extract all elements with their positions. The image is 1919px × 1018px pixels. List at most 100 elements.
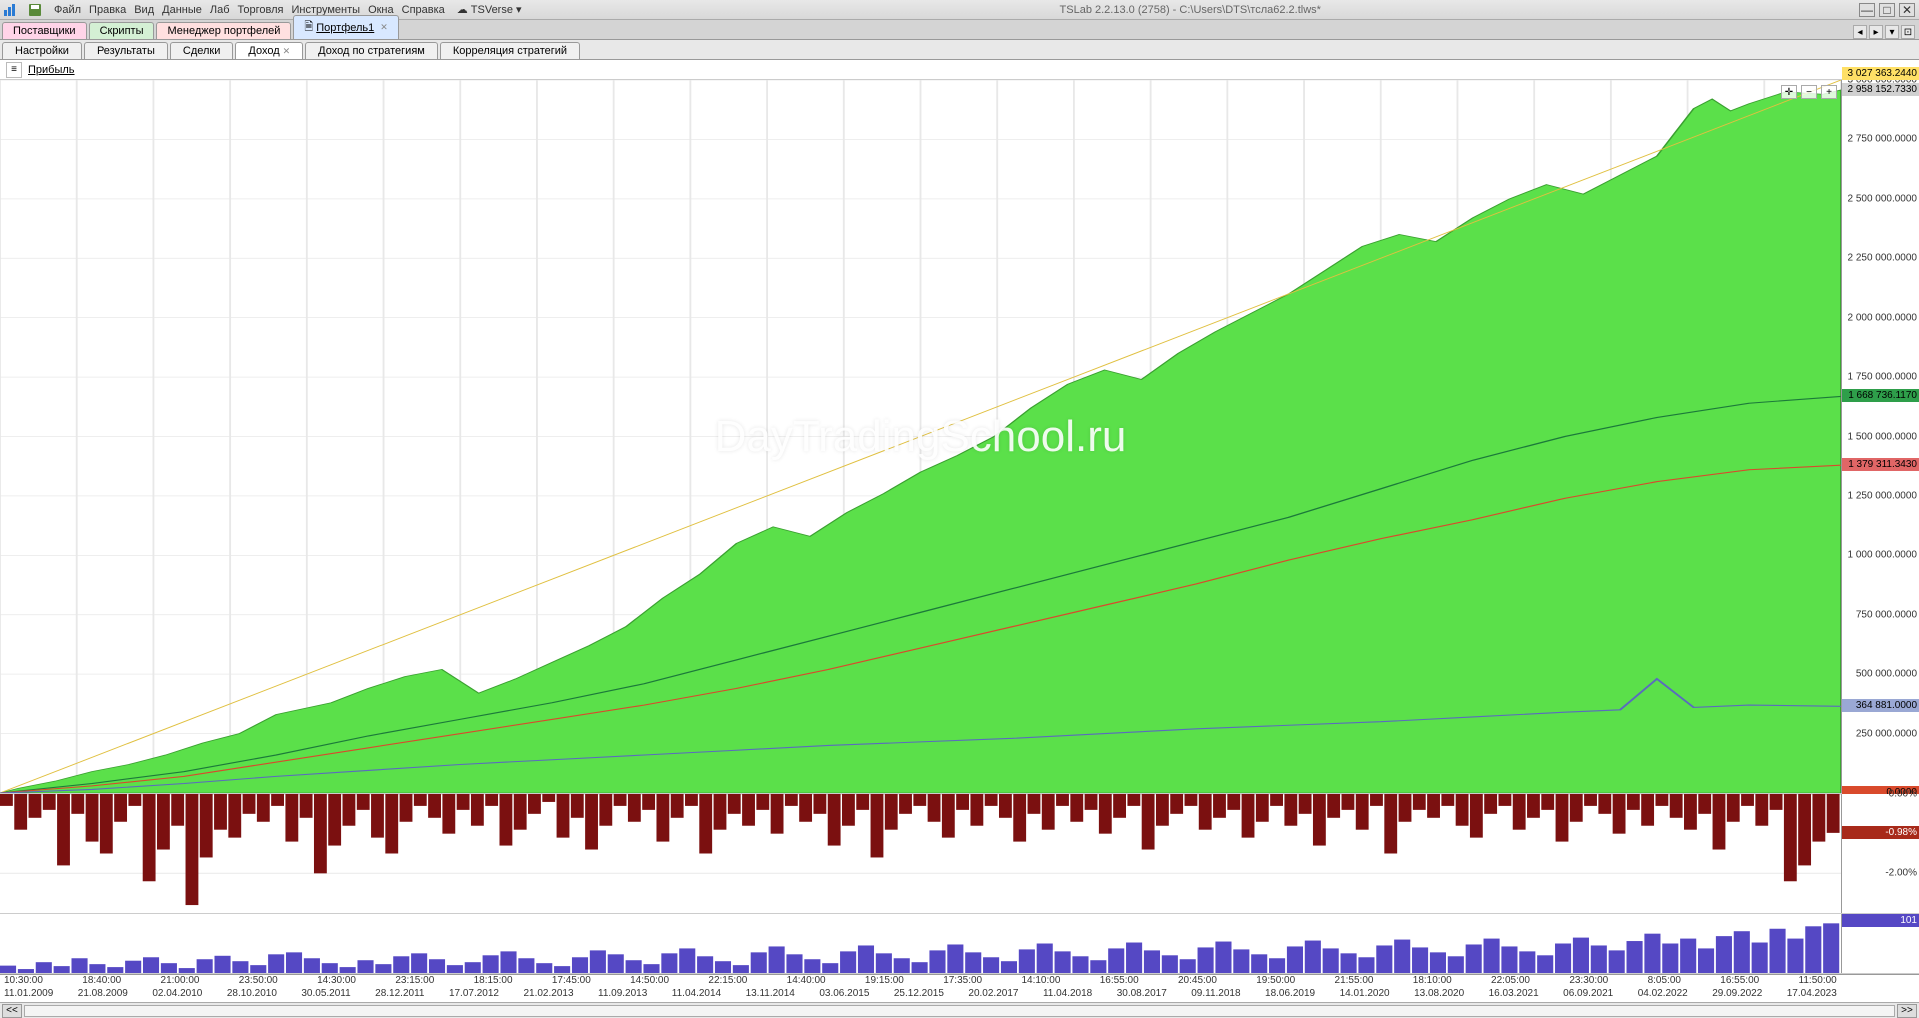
xtick-time: 18:40:00 <box>82 975 121 986</box>
crosshair-icon[interactable]: ✛ <box>1781 85 1797 99</box>
xtick-date: 06.09.2021 <box>1563 988 1613 999</box>
ytick: 250 000.0000 <box>1856 728 1917 739</box>
menu-help[interactable]: Справка <box>402 4 445 16</box>
maximize-button[interactable]: □ <box>1879 3 1895 17</box>
tab-next-icon[interactable]: ▸ <box>1869 25 1883 39</box>
tab-pin-icon[interactable]: ⊡ <box>1901 25 1915 39</box>
chart-toolbar: ≡ Прибыль <box>0 60 1919 80</box>
equity-chart-body[interactable]: DayTradingSchool.ru <box>0 80 1841 793</box>
xtick-date: 25.12.2015 <box>894 988 944 999</box>
xtick-time: 14:50:00 <box>630 975 669 986</box>
ytick: 500 000.0000 <box>1856 669 1917 680</box>
titlebar-left: Файл Правка Вид Данные Лаб Торговля Инст… <box>0 1 522 19</box>
sub-tab[interactable]: Сделки <box>170 42 234 59</box>
sub-tabs: Настройки Результаты Сделки Доход✕Доход по … <box>0 40 1919 60</box>
xtick-date: 13.11.2014 <box>746 988 795 999</box>
xtick-time: 23:50:00 <box>239 975 278 986</box>
menu-trade[interactable]: Торговля <box>238 4 284 16</box>
y-marker: 2 958 152.7330 <box>1842 83 1919 96</box>
xtick-time: 23:30:00 <box>1569 975 1608 986</box>
sub-tab-label: Результаты <box>97 45 155 57</box>
xtick-time: 10:30:00 <box>4 975 43 986</box>
sub-tab-label: Корреляция стратегий <box>453 45 567 57</box>
scroll-track[interactable] <box>24 1005 1895 1017</box>
menu-lab[interactable]: Лаб <box>210 4 230 16</box>
xtick-date: 02.04.2010 <box>152 988 202 999</box>
drawdown-chart-body[interactable] <box>0 794 1841 913</box>
xtick-time: 11:50:00 <box>1799 975 1837 986</box>
xtick-date: 11.04.2014 <box>672 988 721 999</box>
chart-title[interactable]: Прибыль <box>28 64 75 76</box>
xtick-date: 20.02.2017 <box>968 988 1018 999</box>
equity-pane: ✛ − + DayTradingSchool.ru 3 000 000.0000… <box>0 80 1919 794</box>
xtick-time: 14:30:00 <box>317 975 356 986</box>
xtick-time: 17:35:00 <box>943 975 982 986</box>
sub-tab[interactable]: Доход по стратегиям <box>305 42 438 59</box>
ytick: 1 250 000.0000 <box>1847 490 1917 501</box>
scroll-right-button[interactable]: >> <box>1897 1004 1917 1018</box>
xtick-date: 21.02.2013 <box>523 988 573 999</box>
volume-chart-body[interactable] <box>0 914 1841 973</box>
y-marker: 1 668 736.1170 <box>1842 389 1919 402</box>
minimize-button[interactable]: — <box>1859 3 1875 17</box>
xtick-time: 20:45:00 <box>1178 975 1217 986</box>
xtick-time: 23:15:00 <box>395 975 434 986</box>
xtick-time: 18:15:00 <box>474 975 513 986</box>
main-tab-portfoliomgr[interactable]: Менеджер портфелей <box>156 22 291 39</box>
menu-edit[interactable]: Правка <box>89 4 126 16</box>
xtick-date: 17.07.2012 <box>449 988 499 999</box>
cloud-icon: ☁ <box>457 3 468 16</box>
tab-menu-icon[interactable]: ▾ <box>1885 25 1899 39</box>
y-marker: -0.98% <box>1842 826 1919 839</box>
portfolio-icon: 🗎 <box>304 18 313 37</box>
tab-close-icon[interactable]: ✕ <box>283 46 291 56</box>
main-tab-portfolio[interactable]: 🗎Портфель1✕ <box>293 15 398 39</box>
xtick-date: 11.04.2018 <box>1043 988 1092 999</box>
main-tab-suppliers[interactable]: Поставщики <box>2 22 87 39</box>
save-icon[interactable] <box>27 1 45 19</box>
tab-label: Поставщики <box>13 25 76 37</box>
xtick-time: 8:05:00 <box>1648 975 1681 986</box>
zoom-in-icon[interactable]: + <box>1821 85 1837 99</box>
tab-label: Скрипты <box>100 25 144 37</box>
sub-tab[interactable]: Результаты <box>84 42 168 59</box>
list-icon[interactable]: ≡ <box>6 62 22 78</box>
tab-prev-icon[interactable]: ◂ <box>1853 25 1867 39</box>
menu-tools[interactable]: Инструменты <box>291 4 360 16</box>
menu-data[interactable]: Данные <box>162 4 202 16</box>
main-tab-scripts[interactable]: Скрипты <box>89 22 155 39</box>
sub-tab[interactable]: Доход✕ <box>235 42 303 59</box>
menu-view[interactable]: Вид <box>134 4 154 16</box>
tab-close-icon[interactable]: ✕ <box>380 22 388 33</box>
drawdown-yaxis: 0.00%-2.00%-0.98% <box>1841 794 1919 913</box>
xtick-date: 30.05.2011 <box>301 988 350 999</box>
xtick-date: 14.01.2020 <box>1340 988 1390 999</box>
sub-tab-label: Сделки <box>183 45 221 57</box>
ytick: 1 750 000.0000 <box>1847 372 1917 383</box>
xtick-date: 30.08.2017 <box>1117 988 1167 999</box>
app-logo-icon <box>3 1 21 19</box>
xtick-time: 22:05:00 <box>1491 975 1530 986</box>
sub-tab[interactable]: Настройки <box>2 42 82 59</box>
scroll-footer: << >> <box>0 1002 1919 1018</box>
zoom-out-icon[interactable]: − <box>1801 85 1817 99</box>
menu-windows[interactable]: Окна <box>368 4 394 16</box>
xtick-date: 18.06.2019 <box>1265 988 1315 999</box>
scroll-left-button[interactable]: << <box>2 1004 22 1018</box>
sub-tab[interactable]: Корреляция стратегий <box>440 42 580 59</box>
volume-yaxis: 101 <box>1841 914 1919 973</box>
chart-corner-controls: ✛ − + <box>1781 85 1837 99</box>
tab-label: Менеджер портфелей <box>167 25 280 37</box>
ytick: 1 500 000.0000 <box>1847 431 1917 442</box>
tsverse-button[interactable]: ☁ TSVerse ▾ <box>457 3 522 16</box>
xtick-time: 19:15:00 <box>865 975 904 986</box>
tabs-nav-right: ◂ ▸ ▾ ⊡ <box>1853 25 1919 39</box>
ytick: -2.00% <box>1885 868 1917 879</box>
xtick-time: 21:00:00 <box>161 975 200 986</box>
menu-file[interactable]: Файл <box>54 4 81 16</box>
xtick-date: 28.10.2010 <box>227 988 277 999</box>
y-marker: 3 027 363.2440 <box>1842 67 1919 80</box>
titlebar: Файл Правка Вид Данные Лаб Торговля Инст… <box>0 0 1919 20</box>
close-button[interactable]: ✕ <box>1899 3 1915 17</box>
xtick-date: 29.09.2022 <box>1712 988 1762 999</box>
